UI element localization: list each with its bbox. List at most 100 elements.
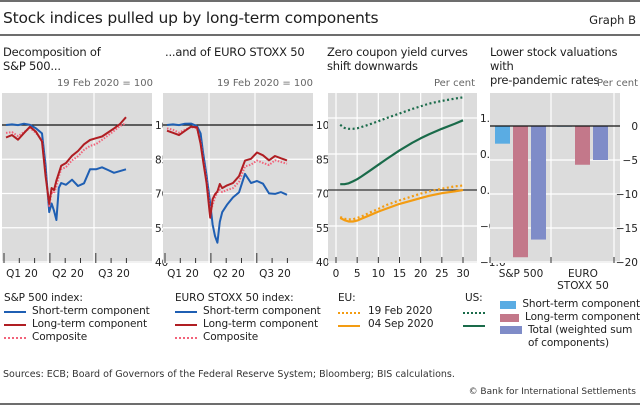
y-tick-label: −5 [623,155,638,167]
series-long-term [5,116,127,205]
line-swatch-long [175,323,197,326]
x-tick-label: Q1 20 [167,268,199,280]
top-rule [0,0,640,2]
legend-item-short: Short-term component [175,305,321,318]
panel-4-title: Lower stock valuations with pre-pandemic… [490,45,618,87]
x-tick-label: 10 [372,268,385,280]
legend-item-long: Long-term component [4,318,150,331]
panel-4-plot [489,93,620,263]
x-tick-label: 15 [393,268,406,280]
x-tick-label: 20 [414,268,427,280]
panel-1-plot [2,93,152,263]
series-long-term [166,125,288,219]
y-tick-label: −20 [616,257,638,269]
x-tick-label: 25 [435,268,448,280]
x-tick-label: Q2 20 [52,268,84,280]
x-tick-label: 5 [354,268,361,280]
panel-1-title: Decomposition of S&P 500... [3,45,101,73]
legend-item-bar-total: Total (weighted sum of components) [500,324,640,350]
series-eu-04sep2020 [339,188,464,223]
legend-item-bar-short: Short-term component [500,298,640,311]
line-swatch-long [4,323,26,326]
x-tick-label: 0 [333,268,340,280]
series-eu-19feb2020 [339,184,464,221]
graph-id: Graph B [589,13,636,27]
series-us-04sep2020 [340,119,464,186]
y-tick-label: 55 [316,223,329,235]
panel-2-title: ...and of EURO STOXX 50 [165,45,305,59]
legend-label: Long-term component [525,311,640,323]
legend-label: Total (weighted sum of components) [528,324,633,349]
category-label: EURO [568,268,598,280]
panel-2-unit: 19 Feb 2020 = 100 [216,78,313,89]
legend-label: Short-term component [203,305,321,317]
plot-background [490,93,620,263]
legend-yield-curves: EU: US: 19 Feb 2020 04 Sep 2020 [338,292,488,337]
x-tick-label: Q3 20 [98,268,130,280]
line-swatch-composite [4,336,26,339]
y-tick-label: 0 [631,121,638,133]
line-swatch-eu-feb [338,312,360,314]
legend-eurostoxx: EURO STOXX 50 index: Short-term componen… [175,292,321,344]
series-short-term [166,122,288,244]
copyright: © Bank for International Settlements [468,387,636,397]
y-tick-label: 40 [316,257,329,269]
bar-short-term-sp500 [495,126,510,144]
panel-2-plot [163,93,313,263]
panel-3-unit: Per cent [433,78,475,89]
category-label: STOXX 50 [557,280,609,292]
legend-label-sep: 04 Sep 2020 [368,318,434,330]
bottom-rule [0,403,640,405]
bar-swatch-short [500,300,517,309]
legend-item-short: Short-term component [4,305,150,318]
title-rule [0,34,640,36]
legend-label: Short-term component [32,305,150,317]
panel-3-plot [328,93,477,263]
plot-background [328,93,477,263]
legend-label: Short-term component [522,298,640,310]
panel-3-title: Zero coupon yield curves shift downwards [327,45,468,73]
bar-swatch-long [500,313,520,322]
bar-swatch-total [500,326,522,334]
legend-item-long: Long-term component [175,318,321,331]
line-swatch-us-sep [463,325,485,327]
legend-item-composite: Composite [4,331,150,344]
y-tick-label: −10 [616,189,638,201]
line-swatch-us-feb [463,312,485,314]
line-swatch-short [4,310,26,313]
legend-label: Long-term component [203,318,318,330]
legend-heading-us: US: [465,292,483,304]
legend-heading-eu: EU: [338,292,356,304]
y-tick-label: −15 [616,223,638,235]
line-swatch-eu-sep [338,325,360,327]
category-label: S&P 500 [499,268,544,280]
legend-label: Long-term component [32,318,147,330]
line-swatch-composite [175,336,197,339]
y-tick-label: 70 [316,189,329,201]
x-tick-label: Q3 20 [259,268,291,280]
bar-total-eurostoxx50 [593,126,608,160]
x-tick-label: Q2 20 [213,268,245,280]
line-swatch-short [175,310,197,313]
bar-long-term-eurostoxx50 [575,126,590,165]
x-tick-label: 30 [456,268,469,280]
legend-bars: Short-term component Long-term component… [500,298,640,350]
panel-1-unit: 19 Feb 2020 = 100 [56,78,153,89]
legend-heading: S&P 500 index: [4,292,83,304]
legend-label-feb: 19 Feb 2020 [368,305,433,317]
legend-heading: EURO STOXX 50 index: [175,292,294,304]
series-short-term [5,122,127,221]
bar-long-term-sp500 [513,126,528,258]
legend-label: Composite [203,331,259,343]
plot-background [2,93,152,263]
graph-title: Stock indices pulled up by long-term com… [3,9,379,27]
legend-label: Composite [32,331,88,343]
sources-note: Sources: ECB; Board of Governors of the … [3,369,455,380]
panel-4-unit: Per cent [596,78,638,89]
legend-item-composite: Composite [175,331,321,344]
legend-sp500: S&P 500 index: Short-term component Long… [4,292,150,344]
bar-total-sp500 [531,126,546,240]
y-tick-label: 85 [316,154,329,166]
legend-item-bar-long: Long-term component [500,311,640,324]
